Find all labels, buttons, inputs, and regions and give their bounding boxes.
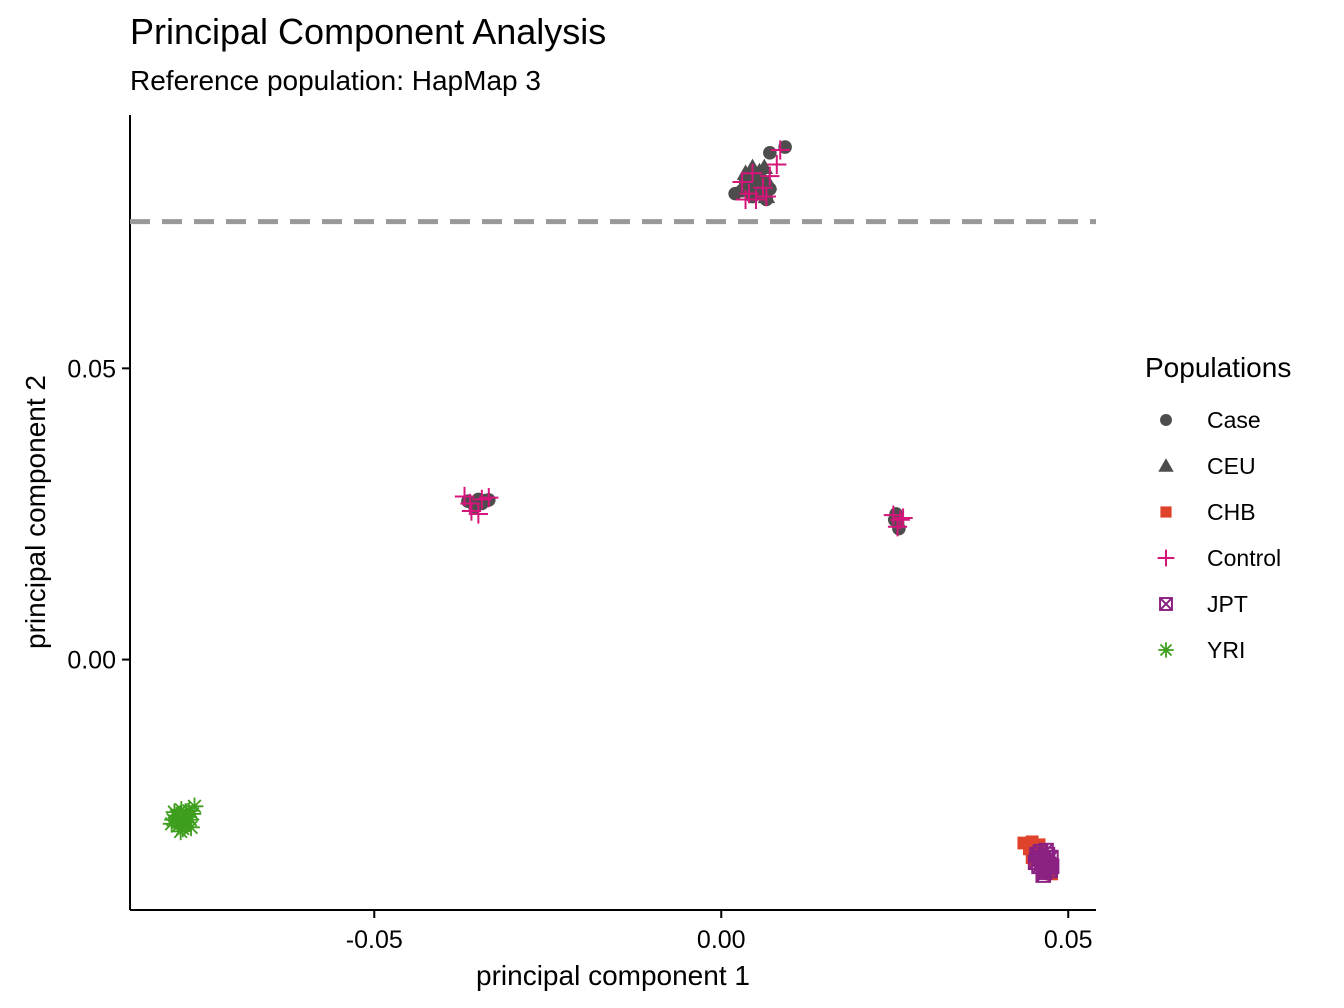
y-tick-label: 0.00 <box>67 647 116 675</box>
point-control <box>753 178 773 198</box>
legend-key-chb <box>1160 506 1172 518</box>
legend-key-case <box>1160 414 1172 426</box>
point-control <box>460 493 480 514</box>
point-control <box>468 504 488 524</box>
point-case <box>763 146 777 160</box>
point-control <box>742 163 763 183</box>
legend-label-yri: YRI <box>1207 637 1245 663</box>
legend-label-control: Control <box>1207 545 1281 571</box>
x-tick-label: -0.05 <box>346 926 403 954</box>
legend-title: Populations <box>1145 352 1291 383</box>
point-control <box>893 508 913 528</box>
point-control <box>756 186 776 207</box>
point-control <box>770 140 790 160</box>
points-layer <box>162 140 1060 883</box>
legend-key-ceu <box>1158 458 1174 472</box>
point-yri <box>162 815 181 833</box>
point-case <box>738 172 753 186</box>
legend-label-chb: CHB <box>1207 499 1256 525</box>
point-control <box>760 166 780 186</box>
legend-key-jpt <box>1159 597 1173 611</box>
point-yri <box>182 818 200 837</box>
y-axis-title: principal component 2 <box>20 375 51 649</box>
legend-label-jpt: JPT <box>1207 591 1248 617</box>
x-tick-label: 0.05 <box>1044 926 1093 954</box>
x-axis-title: principal component 1 <box>476 960 750 991</box>
chart-title: Principal Component Analysis <box>130 11 606 52</box>
axis-ticks-layer: -0.05 0.00 0.05 0.00 0.05 <box>67 355 1092 954</box>
point-control <box>479 488 499 508</box>
point-control <box>735 189 756 210</box>
point-jpt <box>1038 859 1054 875</box>
point-control <box>732 172 752 192</box>
legend-label-ceu: CEU <box>1207 453 1256 479</box>
chart-subtitle: Reference population: HapMap 3 <box>130 65 541 96</box>
point-case <box>757 186 772 201</box>
point-control <box>767 154 787 175</box>
x-tick-label: 0.00 <box>697 926 746 954</box>
legend-key-control <box>1157 549 1175 567</box>
legend-label-case: Case <box>1207 407 1261 433</box>
y-tick-label: 0.05 <box>67 355 116 383</box>
point-yri <box>185 797 204 816</box>
legend: Populations Case CEU CHB Control JPT YRI <box>1145 352 1291 663</box>
legend-key-yri <box>1158 642 1174 658</box>
